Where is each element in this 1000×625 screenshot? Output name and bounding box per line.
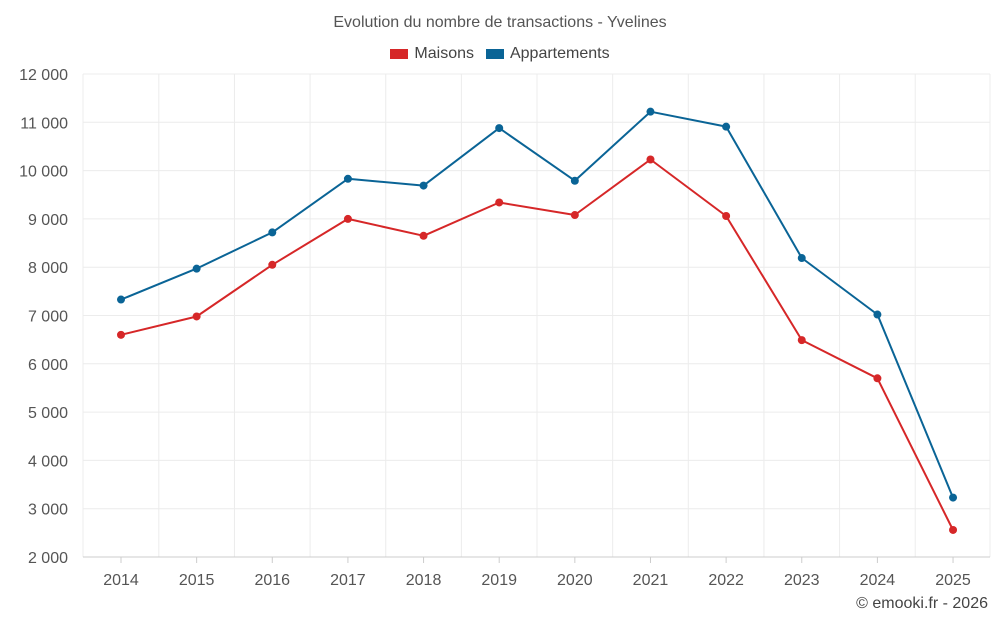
data-point-maisons[interactable]: [117, 330, 125, 339]
x-tick-label: 2014: [103, 572, 139, 589]
data-point-maisons[interactable]: [419, 231, 428, 240]
data-point-appartements[interactable]: [646, 107, 655, 116]
x-tick-label: 2015: [179, 572, 215, 589]
data-point-maisons[interactable]: [949, 525, 958, 534]
series-line-maisons: [120, 158, 954, 531]
y-tick-label: 7 000: [28, 309, 68, 326]
data-point-maisons[interactable]: [570, 211, 579, 220]
x-tick-label: 2020: [557, 572, 593, 589]
legend-swatch-appartements: [485, 49, 504, 59]
data-point-maisons[interactable]: [646, 155, 655, 164]
chart-legend: Maisons Appartements: [0, 45, 1000, 63]
data-point-appartements[interactable]: [117, 295, 125, 304]
grid: [82, 73, 991, 558]
data-point-maisons[interactable]: [192, 312, 201, 321]
x-tick-label: 2017: [330, 572, 366, 589]
data-point-appartements[interactable]: [722, 122, 731, 131]
legend-item-maisons[interactable]: Maisons: [390, 45, 474, 63]
data-point-maisons[interactable]: [268, 260, 277, 269]
y-tick-label: 9 000: [28, 212, 68, 229]
x-tick-label: 2025: [935, 572, 971, 589]
data-point-maisons[interactable]: [495, 198, 504, 207]
data-point-appartements[interactable]: [797, 254, 806, 263]
y-tick-label: 3 000: [28, 502, 68, 519]
legend-label-maisons: Maisons: [414, 45, 474, 62]
data-point-appartements[interactable]: [192, 264, 201, 273]
y-tick-label: 8 000: [28, 260, 68, 277]
series: [117, 107, 958, 534]
data-point-appartements[interactable]: [570, 176, 579, 185]
x-tick-label: 2023: [784, 572, 820, 589]
y-tick-label: 2 000: [28, 550, 68, 567]
x-tick-label: 2022: [708, 572, 744, 589]
credit-text: © emooki.fr - 2026: [856, 595, 988, 612]
legend-label-appartements: Appartements: [509, 45, 610, 62]
data-point-maisons[interactable]: [797, 336, 806, 345]
chart-title: Evolution du nombre de transactions - Yv…: [333, 14, 667, 31]
series-line-appartements: [120, 110, 954, 498]
x-tick-label: 2024: [860, 572, 896, 589]
data-point-appartements[interactable]: [419, 181, 428, 190]
y-tick-label: 10 000: [19, 164, 68, 181]
data-point-appartements[interactable]: [873, 310, 882, 319]
y-tick-label: 12 000: [19, 67, 68, 84]
y-tick-label: 4 000: [28, 453, 68, 470]
data-point-maisons[interactable]: [722, 212, 731, 221]
legend-swatch-maisons: [390, 49, 409, 59]
data-point-appartements[interactable]: [268, 228, 277, 237]
data-point-maisons[interactable]: [873, 374, 882, 383]
x-tick-label: 2019: [481, 572, 517, 589]
legend-item-appartements[interactable]: Appartements: [485, 45, 610, 63]
x-tick-label: 2016: [254, 572, 290, 589]
data-point-appartements[interactable]: [495, 124, 504, 133]
axes: 2 000 3 000 4 000 5 000 6 000 7 000 8 000 9 000…: [19, 67, 990, 589]
x-tick-label: 2018: [406, 572, 442, 589]
y-tick-label: 6 000: [28, 357, 68, 374]
y-tick-label: 5 000: [28, 405, 68, 422]
y-tick-label: 11 000: [20, 115, 68, 132]
data-point-maisons[interactable]: [343, 214, 352, 223]
data-point-appartements[interactable]: [343, 174, 352, 183]
x-tick-label: 2021: [633, 572, 669, 589]
data-point-appartements[interactable]: [949, 493, 958, 502]
